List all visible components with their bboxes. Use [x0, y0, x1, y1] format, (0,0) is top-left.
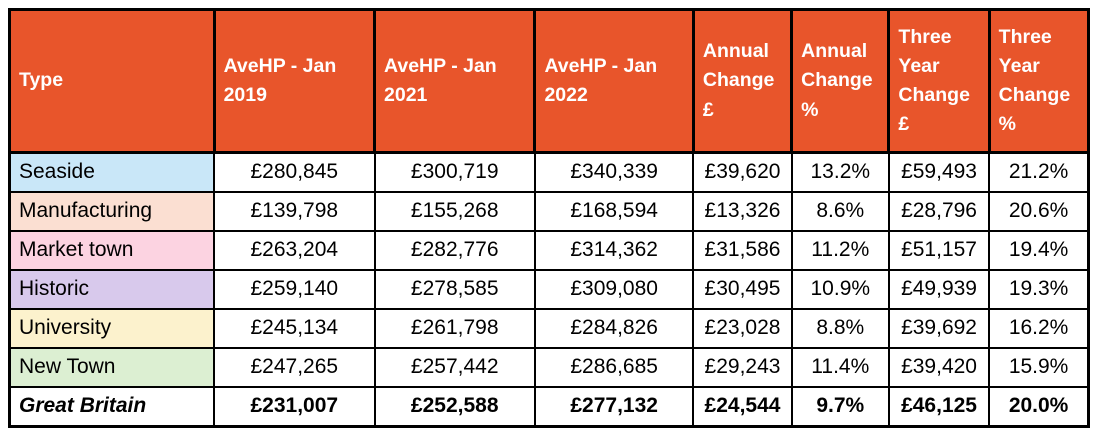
cell-annual-change-pct: 11.4% — [791, 347, 890, 388]
cell-annual-change-pct: 8.6% — [791, 191, 890, 232]
cell-avehp-2021: £155,268 — [373, 191, 536, 232]
cell-three-year-change-pct: 19.3% — [988, 269, 1090, 310]
row-label: New Town — [8, 347, 216, 388]
cell-three-year-change-gbp: £59,493 — [887, 151, 991, 193]
cell-three-year-change-pct: 20.0% — [988, 386, 1090, 428]
col-header-three-year-change-pct: Three Year Change % — [987, 8, 1091, 154]
table-row-historic: Historic £259,140 £278,585 £309,080 £30,… — [8, 269, 1090, 310]
cell-annual-change-pct: 10.9% — [791, 269, 890, 310]
cell-avehp-2022: £314,362 — [533, 230, 695, 271]
col-header-annual-change-gbp: Annual Change £ — [691, 8, 794, 154]
cell-three-year-change-gbp: £46,125 — [887, 386, 991, 428]
cell-three-year-change-gbp: £49,939 — [887, 269, 991, 310]
cell-annual-change-pct: 11.2% — [791, 230, 890, 271]
cell-avehp-2021: £257,442 — [373, 347, 536, 388]
table-row-seaside: Seaside £280,845 £300,719 £340,339 £39,6… — [8, 151, 1090, 193]
cell-avehp-2019: £231,007 — [213, 386, 376, 428]
cell-avehp-2022: £309,080 — [533, 269, 695, 310]
cell-avehp-2022: £286,685 — [533, 347, 695, 388]
cell-avehp-2022: £340,339 — [533, 151, 695, 193]
cell-annual-change-pct: 8.8% — [791, 308, 890, 349]
cell-avehp-2019: £139,798 — [213, 191, 376, 232]
cell-three-year-change-pct: 21.2% — [988, 151, 1090, 193]
cell-avehp-2022: £284,826 — [533, 308, 695, 349]
col-header-annual-change-pct: Annual Change % — [790, 8, 891, 154]
row-label: Historic — [8, 269, 216, 310]
cell-avehp-2021: £278,585 — [373, 269, 536, 310]
row-label: University — [8, 308, 216, 349]
cell-avehp-2019: £259,140 — [213, 269, 376, 310]
row-label: Manufacturing — [8, 191, 216, 232]
header-row: Type AveHP - Jan 2019 AveHP - Jan 2021 A… — [8, 8, 1091, 154]
row-label: Great Britain — [8, 386, 216, 428]
house-price-table: Type AveHP - Jan 2019 AveHP - Jan 2021 A… — [8, 8, 1091, 428]
cell-avehp-2019: £280,845 — [213, 151, 376, 193]
cell-avehp-2019: £263,204 — [213, 230, 376, 271]
cell-annual-change-gbp: £31,586 — [692, 230, 793, 271]
table-row-new-town: New Town £247,265 £257,442 £286,685 £29,… — [8, 347, 1090, 388]
cell-avehp-2021: £300,719 — [373, 151, 536, 193]
table-row-university: University £245,134 £261,798 £284,826 £2… — [8, 308, 1090, 349]
table-row-market-town: Market town £263,204 £282,776 £314,362 £… — [8, 230, 1090, 271]
cell-three-year-change-gbp: £39,692 — [887, 308, 991, 349]
cell-avehp-2022: £168,594 — [533, 191, 695, 232]
cell-three-year-change-pct: 19.4% — [988, 230, 1090, 271]
cell-avehp-2019: £245,134 — [213, 308, 376, 349]
cell-avehp-2019: £247,265 — [213, 347, 376, 388]
cell-three-year-change-pct: 16.2% — [988, 308, 1090, 349]
cell-annual-change-gbp: £39,620 — [692, 151, 793, 193]
col-header-avehp-jan-2021: AveHP - Jan 2021 — [372, 8, 537, 154]
cell-annual-change-pct: 9.7% — [791, 386, 890, 428]
col-header-three-year-change-gbp: Three Year Change £ — [887, 8, 991, 154]
cell-annual-change-gbp: £13,326 — [692, 191, 793, 232]
cell-annual-change-gbp: £24,544 — [692, 386, 793, 428]
table-row-great-britain-total: Great Britain £231,007 £252,588 £277,132… — [8, 386, 1090, 428]
cell-avehp-2021: £261,798 — [373, 308, 536, 349]
cell-three-year-change-gbp: £28,796 — [887, 191, 991, 232]
cell-three-year-change-gbp: £51,157 — [887, 230, 991, 271]
row-label: Seaside — [8, 151, 216, 193]
cell-annual-change-gbp: £29,243 — [692, 347, 793, 388]
cell-avehp-2021: £252,588 — [373, 386, 536, 428]
col-header-avehp-jan-2022: AveHP - Jan 2022 — [533, 8, 695, 154]
cell-annual-change-gbp: £23,028 — [692, 308, 793, 349]
row-label: Market town — [8, 230, 216, 271]
cell-annual-change-gbp: £30,495 — [692, 269, 793, 310]
cell-three-year-change-gbp: £39,420 — [887, 347, 991, 388]
cell-three-year-change-pct: 20.6% — [988, 191, 1090, 232]
cell-annual-change-pct: 13.2% — [791, 151, 890, 193]
table-row-manufacturing: Manufacturing £139,798 £155,268 £168,594… — [8, 191, 1090, 232]
col-header-type: Type — [8, 8, 216, 154]
cell-avehp-2021: £282,776 — [373, 230, 536, 271]
col-header-avehp-jan-2019: AveHP - Jan 2019 — [212, 8, 377, 154]
cell-three-year-change-pct: 15.9% — [988, 347, 1090, 388]
cell-avehp-2022: £277,132 — [533, 386, 695, 428]
